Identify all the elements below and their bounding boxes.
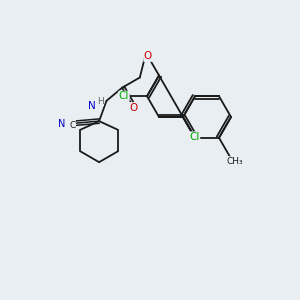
Text: H: H [97,97,104,106]
Text: O: O [130,103,138,112]
Text: C: C [69,121,76,130]
Text: Cl: Cl [119,91,129,101]
Text: N: N [88,101,96,111]
Text: O: O [144,51,152,62]
Text: Cl: Cl [189,132,200,142]
Text: N: N [58,119,66,129]
Text: CH₃: CH₃ [226,157,243,166]
Text: N: N [191,133,199,143]
